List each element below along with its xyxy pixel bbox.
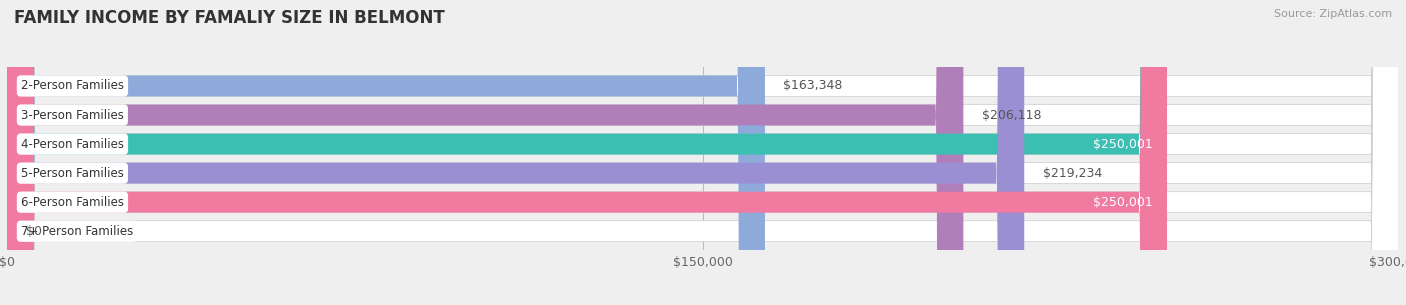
Text: $206,118: $206,118 [981,109,1042,121]
Text: 5-Person Families: 5-Person Families [21,167,124,180]
FancyBboxPatch shape [7,0,1399,305]
Text: $250,001: $250,001 [1094,196,1153,209]
Text: Source: ZipAtlas.com: Source: ZipAtlas.com [1274,9,1392,19]
Text: $250,001: $250,001 [1094,138,1153,151]
FancyBboxPatch shape [7,0,1399,305]
FancyBboxPatch shape [7,0,765,305]
Text: FAMILY INCOME BY FAMALIY SIZE IN BELMONT: FAMILY INCOME BY FAMALIY SIZE IN BELMONT [14,9,444,27]
Text: 2-Person Families: 2-Person Families [21,80,124,92]
Text: 4-Person Families: 4-Person Families [21,138,124,151]
Text: 6-Person Families: 6-Person Families [21,196,124,209]
FancyBboxPatch shape [7,0,1399,305]
Text: 3-Person Families: 3-Person Families [21,109,124,121]
FancyBboxPatch shape [7,0,1399,305]
FancyBboxPatch shape [7,0,1167,305]
FancyBboxPatch shape [7,0,1399,305]
Text: $0: $0 [25,225,42,238]
FancyBboxPatch shape [7,0,963,305]
Text: $219,234: $219,234 [1043,167,1102,180]
FancyBboxPatch shape [7,0,1167,305]
FancyBboxPatch shape [7,0,1399,305]
Text: 7+ Person Families: 7+ Person Families [21,225,134,238]
FancyBboxPatch shape [7,0,1024,305]
Text: $163,348: $163,348 [783,80,842,92]
